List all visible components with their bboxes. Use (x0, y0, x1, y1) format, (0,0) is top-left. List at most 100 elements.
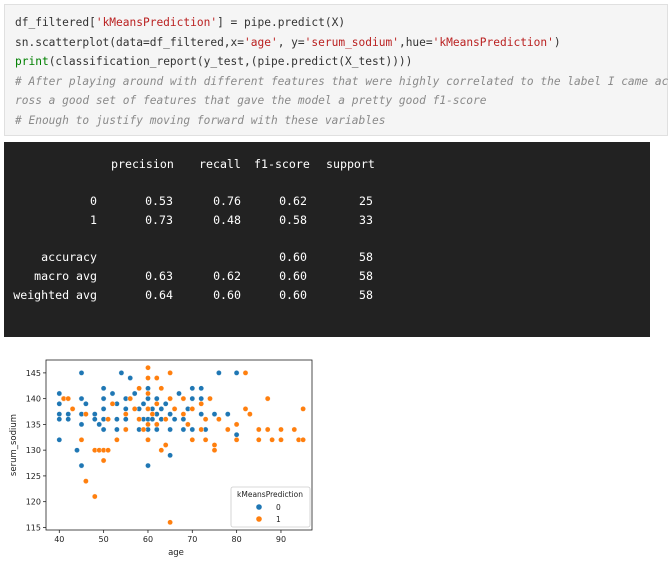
scatter-point-cluster-0 (109, 390, 116, 397)
scatter-point-cluster-0 (145, 385, 151, 392)
scatter-point-cluster-1 (189, 437, 196, 443)
code-comment: # After playing around with different fe… (15, 74, 669, 88)
scatter-point-cluster-0 (171, 416, 178, 422)
code-string: 'kMeansPrediction' (432, 35, 554, 49)
scatter-point-cluster-1 (171, 406, 178, 412)
x-axis-ticks: 40 50 60 70 80 90 (54, 530, 286, 544)
legend-title: kMeansPrediction (237, 490, 303, 499)
scatter-point-cluster-0 (123, 406, 129, 412)
x-axis-label: age (168, 548, 184, 558)
row-precision: 0.63 (145, 269, 173, 283)
scatter-point-cluster-0 (83, 401, 89, 407)
scatter-point-cluster-1 (216, 416, 222, 422)
y-tick-label: 135 (26, 420, 41, 429)
scatter-point-cluster-1 (136, 416, 142, 422)
scatter-point-cluster-0 (167, 426, 173, 433)
scatter-point-cluster-1 (202, 416, 209, 422)
scatter-point-cluster-0 (78, 421, 85, 428)
scatter-point-cluster-1 (69, 406, 76, 412)
scatter-point-cluster-1 (83, 411, 89, 417)
scatter-point-cluster-1 (123, 411, 129, 417)
scatter-point-cluster-0 (180, 416, 187, 422)
code-comment: # Enough to justify moving forward with … (15, 113, 386, 127)
scatter-point-cluster-1 (158, 385, 165, 392)
report-row: 0 0.53 0.76 0.62 25 (4, 194, 650, 212)
scatter-point-cluster-0 (189, 426, 196, 433)
scatter-point-cluster-0 (92, 416, 98, 422)
header-precision: precision (111, 157, 174, 171)
legend-label-1: 1 (276, 515, 281, 524)
scatter-point-cluster-1 (207, 395, 213, 402)
scatter-point-cluster-1 (109, 401, 116, 407)
scatter-point-cluster-0 (224, 411, 231, 417)
scatter-point-cluster-1 (198, 426, 204, 433)
row-support: 25 (359, 194, 373, 208)
scatter-point-cluster-0 (189, 385, 196, 392)
scatter-point-cluster-0 (180, 426, 187, 433)
scatter-point-cluster-1 (83, 478, 89, 484)
scatter-point-cluster-1 (145, 421, 151, 428)
row-support: 33 (359, 213, 373, 227)
scatter-point-cluster-1 (153, 421, 160, 428)
y-tick-label: 120 (26, 498, 41, 507)
classification-report-output: precision recall f1-score support 0 0.53… (4, 142, 650, 337)
y-axis-ticks: 115 120 125 130 135 140 145 (26, 369, 46, 532)
scatter-point-cluster-0 (65, 411, 71, 417)
scatter-point-cluster-1 (145, 375, 151, 381)
report-row: weighted avg 0.64 0.60 0.60 58 (4, 288, 650, 306)
y-tick-label: 115 (26, 523, 41, 532)
code-text: ) (553, 35, 561, 49)
code-text: ,hue= (398, 35, 433, 49)
scatter-point-cluster-1 (140, 426, 147, 433)
row-f1: 0.58 (279, 213, 307, 227)
scatter-point-cluster-0 (100, 395, 107, 402)
y-axis-label: serum_sodium (9, 414, 19, 476)
row-label: 1 (90, 213, 97, 227)
scatter-point-cluster-1 (167, 370, 173, 376)
x-tick-label: 90 (276, 535, 286, 544)
legend: kMeansPrediction 0 1 (230, 486, 311, 528)
code-text: (classification_report(y_test,(pipe.pred… (48, 55, 413, 69)
scatter-points (56, 364, 306, 526)
scatter-point-cluster-0 (56, 390, 63, 397)
scatter-point-cluster-0 (74, 447, 80, 453)
scatter-point-cluster-0 (198, 385, 204, 392)
scatter-point-cluster-0 (131, 390, 138, 397)
row-recall: 0.76 (213, 194, 241, 208)
scatter-point-cluster-1 (233, 437, 240, 443)
scatter-point-cluster-1 (162, 416, 169, 422)
scatter-point-cluster-0 (100, 385, 107, 392)
row-f1: 0.60 (279, 288, 307, 302)
code-string: 'age' (244, 35, 278, 49)
row-precision: 0.64 (145, 288, 173, 302)
scatter-point-cluster-0 (153, 395, 160, 402)
code-text: ] = pipe.predict(X) (217, 16, 346, 29)
scatter-point-cluster-1 (153, 375, 160, 381)
scatter-point-cluster-1 (123, 426, 129, 433)
scatter-point-cluster-0 (100, 426, 107, 433)
scatter-point-cluster-1 (158, 447, 165, 453)
scatter-point-cluster-1 (233, 421, 240, 428)
code-text: , y= (277, 35, 305, 49)
scatter-point-cluster-0 (189, 395, 196, 402)
row-recall: 0.60 (213, 288, 241, 302)
scatter-point-cluster-0 (56, 416, 63, 422)
code-cell[interactable]: df_filtered['kMeansPrediction'] = pipe.p… (4, 4, 668, 136)
header-f1-score: f1-score (254, 157, 310, 171)
row-recall: 0.48 (213, 213, 241, 227)
scatter-point-cluster-0 (233, 431, 240, 438)
scatter-plot: 115 120 125 130 135 140 145 40 50 60 70 80 90 age s… (9, 359, 313, 558)
row-label: accuracy (41, 250, 97, 264)
scatter-point-cluster-0 (78, 462, 85, 469)
scatter-point-cluster-1 (167, 519, 173, 526)
scatter-point-cluster-1 (269, 437, 275, 443)
code-line-2: sn.scatterplot(data=df_filtered,x='age',… (15, 33, 657, 53)
scatter-point-cluster-1 (247, 411, 253, 417)
x-tick-label: 70 (187, 535, 197, 544)
scatter-point-cluster-0 (158, 406, 165, 412)
scatter-point-cluster-1 (242, 406, 249, 412)
x-tick-label: 80 (232, 535, 242, 544)
x-tick-label: 50 (99, 535, 109, 544)
scatter-point-cluster-1 (264, 426, 271, 433)
scatter-point-cluster-1 (127, 395, 133, 402)
